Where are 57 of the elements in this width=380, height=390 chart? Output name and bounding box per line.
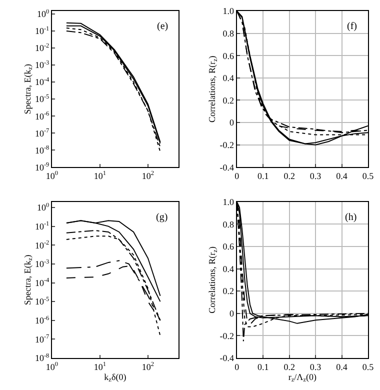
x-tick-label: 0.3	[310, 170, 322, 181]
y-tick-label: 10$^{-8}$	[34, 352, 50, 364]
y-tick-label: -0.4	[220, 162, 235, 172]
y-tick-label: 1.0	[222, 197, 235, 207]
y-tick-label: -0.2	[220, 140, 234, 150]
x-tick-label: 0.4	[336, 362, 348, 372]
x-tick-label: 0.1	[257, 362, 269, 372]
y-tick-label: 0.6	[222, 242, 235, 252]
y-tick-label: 10$^{-2}$	[34, 240, 50, 250]
x-axis-title: k$_{z}$δ(0)	[104, 372, 126, 384]
y-tick-label: 0.6	[222, 50, 235, 61]
y-tick-label: 0.4	[222, 264, 235, 274]
x-tick-label: 10$^{0}$	[46, 170, 58, 181]
y-tick-label: 10$^{-6}$	[34, 314, 50, 326]
y-tick-label: 10$^{-3}$	[34, 59, 50, 70]
y-tick-label: 10$^{-9}$	[34, 162, 50, 172]
y-tick-label: 10$^{0}$	[37, 202, 50, 213]
y-tick-label: 10$^{-4}$	[34, 277, 50, 288]
x-tick-label: 0.2	[284, 170, 295, 181]
x-tick-label: 0.3	[310, 362, 322, 372]
y-tick-label: 0.8	[222, 219, 235, 230]
y-tick-label: 10$^{-6}$	[34, 110, 50, 122]
y-tick-label: 10$^{0}$	[37, 8, 50, 20]
y-tick-label: 10$^{-1}$	[34, 220, 50, 232]
x-tick-label: 10$^{1}$	[94, 361, 106, 372]
y-tick-label: 0.8	[222, 28, 235, 38]
x-tick-label: 0.5	[362, 362, 374, 372]
annotation: (h)	[345, 212, 357, 223]
y-tick-label: 10$^{-3}$	[34, 258, 50, 270]
annotation: (g)	[156, 212, 168, 223]
x-tick-label: 10$^{2}$	[142, 170, 154, 181]
y-tick-label: 0	[230, 308, 235, 319]
y-tick-label: -0.2	[220, 330, 234, 341]
x-tick-label: 0.4	[336, 170, 348, 181]
y-tick-label: 10$^{-4}$	[34, 76, 50, 88]
y-tick-label: 10$^{-5}$	[34, 296, 50, 307]
y-tick-label: 0.4	[222, 73, 235, 84]
y-tick-label: 10$^{-1}$	[34, 25, 50, 36]
y-tick-label: 0.2	[222, 286, 234, 296]
annotation: (f)	[347, 21, 357, 32]
x-tick-label: 10$^{2}$	[142, 361, 154, 372]
y-tick-label: 10$^{-5}$	[34, 93, 50, 104]
y-tick-label: 0.2	[222, 95, 234, 106]
y-tick-label: 10$^{-8}$	[34, 144, 50, 156]
y-tick-label: 1.0	[222, 6, 235, 16]
annotation: (e)	[157, 21, 168, 32]
y-tick-label: -0.4	[220, 353, 235, 364]
x-axis-title: r$_{z}$/Λ$_{z}$(0)	[288, 372, 316, 384]
x-tick-label: 0.2	[284, 362, 295, 372]
y-tick-label: 10$^{-7}$	[34, 334, 50, 344]
x-tick-label: 10$^{0}$	[46, 361, 58, 372]
x-tick-label: 0.5	[362, 170, 374, 181]
x-tick-label: 0.1	[257, 170, 269, 181]
y-tick-label: 0	[230, 118, 235, 128]
y-tick-label: 10$^{-2}$	[34, 42, 50, 54]
y-tick-label: 10$^{-7}$	[34, 127, 50, 138]
x-tick-label: 10$^{1}$	[94, 170, 106, 181]
